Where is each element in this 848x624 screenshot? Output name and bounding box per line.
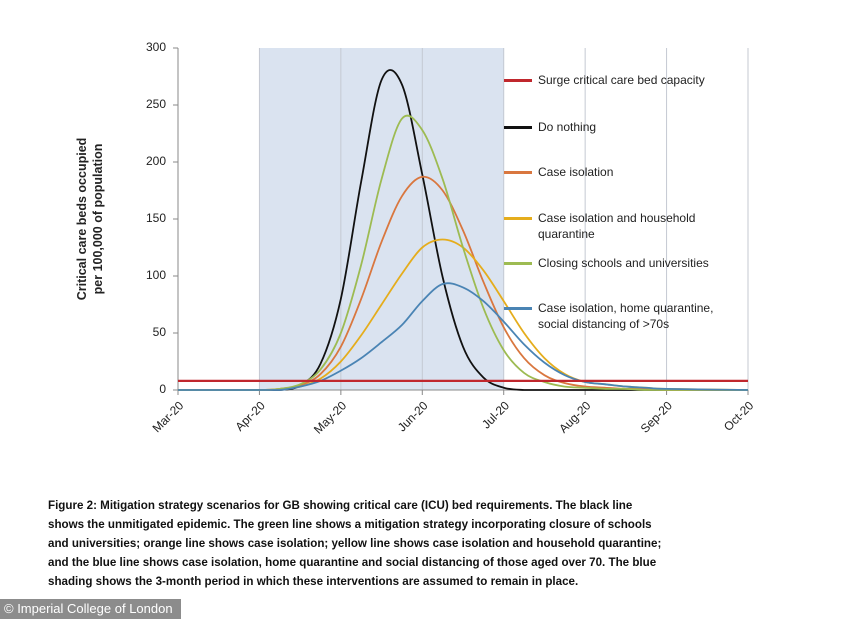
x-tick-label: Sep-20 xyxy=(638,398,675,435)
y-tick-label: 50 xyxy=(153,325,167,339)
legend-label: Case isolation xyxy=(538,165,614,179)
y-tick-label: 250 xyxy=(146,97,166,111)
legend-swatch xyxy=(504,126,532,129)
legend-swatch xyxy=(504,79,532,82)
legend-swatch xyxy=(504,217,532,220)
series-line xyxy=(178,114,748,391)
y-axis-label-line: per 100,000 of population xyxy=(91,144,105,295)
series-line xyxy=(178,282,749,391)
caption-line: and universities; orange line shows case… xyxy=(48,537,662,550)
x-tick-label: Mar-20 xyxy=(150,398,187,435)
y-tick-label: 300 xyxy=(146,40,166,54)
caption-line: shows the unmitigated epidemic. The gree… xyxy=(48,518,652,531)
x-tick-label: Jun-20 xyxy=(395,398,431,434)
legend-swatch xyxy=(504,262,532,265)
legend-swatch xyxy=(504,307,532,310)
x-tick-label: Oct-20 xyxy=(721,398,757,434)
y-axis-label-line: Critical care beds occupied xyxy=(75,138,89,301)
x-tick-label: Jul-20 xyxy=(479,398,512,431)
y-tick-label: 150 xyxy=(146,211,166,225)
legend-entry: Do nothing xyxy=(504,119,744,135)
series-line xyxy=(178,69,748,391)
legend-swatch xyxy=(504,171,532,174)
legend-label: Case isolation, home quarantine, social … xyxy=(538,301,714,331)
legend-entry: Case isolation and household quarantine xyxy=(504,210,744,242)
legend-entry: Closing schools and universities xyxy=(504,255,744,271)
caption-line: Figure 2: Mitigation strategy scenarios … xyxy=(48,499,633,512)
legend-label: Surge critical care bed capacity xyxy=(538,73,705,87)
x-tick-label: Aug-20 xyxy=(556,398,593,435)
legend-entry: Case isolation, home quarantine, social … xyxy=(504,300,744,332)
x-tick-label: Apr-20 xyxy=(232,398,268,434)
y-axis-label: Critical care beds occupied per 100,000 … xyxy=(75,138,105,301)
y-tick-label: 0 xyxy=(159,382,166,396)
caption: Figure 2: Mitigation strategy scenarios … xyxy=(48,496,661,591)
y-tick-label: 200 xyxy=(146,154,166,168)
caption-line: and the blue line shows case isolation, … xyxy=(48,556,657,569)
legend-entry: Case isolation xyxy=(504,164,744,180)
legend-label: Do nothing xyxy=(538,120,597,134)
legend-label: Case isolation and household quarantine xyxy=(538,211,696,241)
y-tick-label: 100 xyxy=(146,268,166,282)
legend-entry: Surge critical care bed capacity xyxy=(504,72,744,88)
shaded-period xyxy=(259,48,504,390)
x-tick-label: May-20 xyxy=(311,398,349,436)
legend-label: Closing schools and universities xyxy=(538,256,709,270)
credit: © Imperial College of London xyxy=(0,599,181,619)
caption-line: shading shows the 3-month period in whic… xyxy=(48,575,579,588)
